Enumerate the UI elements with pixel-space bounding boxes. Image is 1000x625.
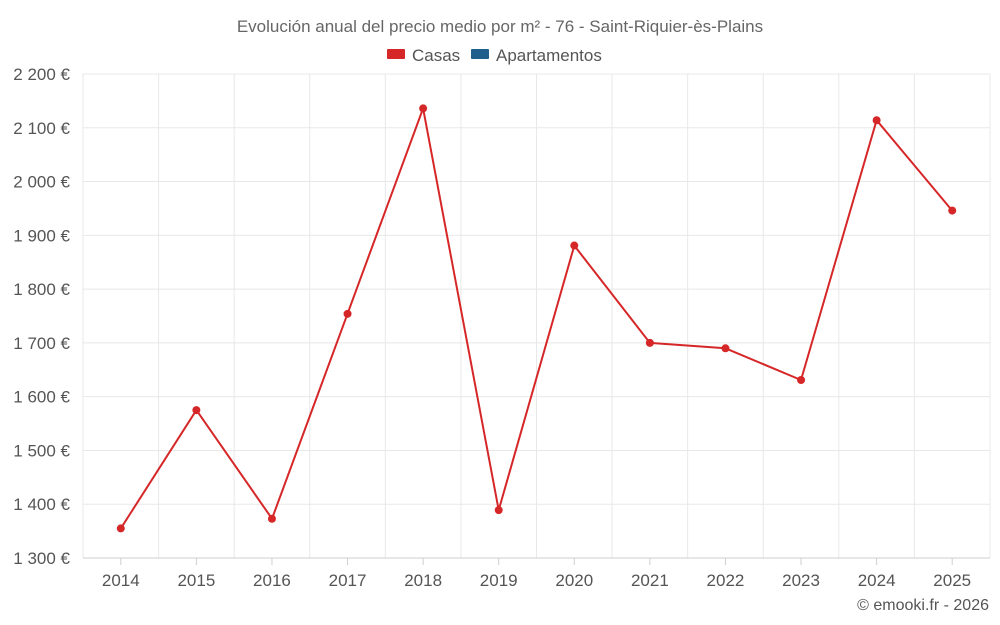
data-point xyxy=(721,344,730,353)
data-point xyxy=(570,241,579,250)
data-point xyxy=(948,206,957,215)
legend-item-apartamentos[interactable]: Apartamentos xyxy=(471,46,602,65)
x-tick-label: 2019 xyxy=(480,571,518,590)
legend-item-casas[interactable]: Casas xyxy=(387,46,460,65)
chart-title: Evolución anual del precio medio por m² … xyxy=(237,17,763,36)
data-point xyxy=(116,524,125,533)
x-tick-label: 2017 xyxy=(329,571,367,590)
axis-layer: 1 300 € 1 400 € 1 500 € 1 600 € 1 700 € 1 800… xyxy=(13,65,990,590)
x-tick-label: 2020 xyxy=(555,571,593,590)
y-tick-label: 2 000 € xyxy=(13,173,70,192)
data-point xyxy=(494,506,503,515)
data-point xyxy=(797,375,806,384)
data-point xyxy=(267,514,276,523)
y-tick-label: 2 100 € xyxy=(13,119,70,138)
y-tick-label: 1 600 € xyxy=(13,388,70,407)
series-line-casas xyxy=(119,107,954,530)
y-tick-label: 2 200 € xyxy=(13,65,70,84)
legend-label-casas: Casas xyxy=(412,46,460,65)
data-point xyxy=(343,309,352,318)
legend-swatch-casas xyxy=(387,49,405,59)
y-tick-label: 1 900 € xyxy=(13,226,70,245)
y-tick-label: 1 400 € xyxy=(13,495,70,514)
data-point xyxy=(872,116,881,125)
x-tick-label: 2024 xyxy=(858,571,896,590)
x-tick-label: 2021 xyxy=(631,571,669,590)
x-tick-label: 2018 xyxy=(404,571,442,590)
x-tick-label: 2015 xyxy=(177,571,215,590)
y-tick-label: 1 500 € xyxy=(13,441,70,460)
x-tick-label: 2014 xyxy=(102,571,140,590)
data-point xyxy=(419,104,428,113)
x-tick-label: 2022 xyxy=(707,571,745,590)
legend-swatch-apartamentos xyxy=(471,49,489,59)
legend-label-apartamentos: Apartamentos xyxy=(496,46,602,65)
data-point xyxy=(645,338,654,347)
x-tick-label: 2016 xyxy=(253,571,291,590)
y-tick-label: 1 800 € xyxy=(13,280,70,299)
credit-text: © emooki.fr - 2026 xyxy=(857,597,989,614)
data-point xyxy=(192,406,201,415)
legend: Casas Apartamentos xyxy=(387,46,602,65)
grid-layer xyxy=(82,73,991,559)
x-tick-label: 2023 xyxy=(782,571,820,590)
y-tick-label: 1 700 € xyxy=(13,334,70,353)
y-tick-label: 1 300 € xyxy=(13,549,70,568)
x-tick-label: 2025 xyxy=(933,571,971,590)
series-layer xyxy=(116,104,957,533)
